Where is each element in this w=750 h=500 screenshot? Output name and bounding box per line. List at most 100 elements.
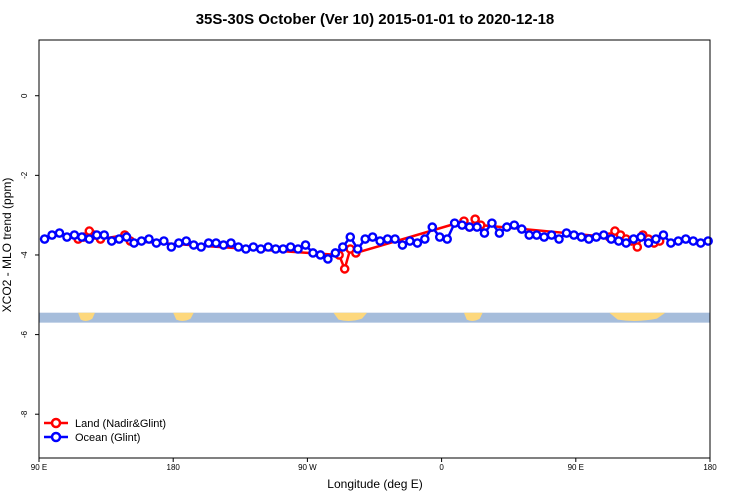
series-1-point-78 [621,238,631,248]
y-tick-label-0: 0 [20,93,29,98]
series-1-point-2 [54,228,65,238]
series-1-point-21 [196,242,206,252]
series-layer [39,214,713,274]
legend: Land (Nadir&Glint) Ocean (Glint) [44,417,166,444]
series-1-point-59 [479,228,490,238]
series-1-point-83 [658,230,669,240]
series-1-point-85 [673,236,684,246]
series-1-point-48 [397,240,408,250]
series-1-point-50 [412,238,423,248]
series-1-point-80 [636,232,646,242]
series-1-point-27 [241,244,251,254]
y-axis: 0 -2 -4 -6 -8 [20,93,39,418]
x-tick-label-0: 90 E [31,463,47,472]
series-1-point-61 [494,228,505,238]
series-0-point-8 [339,264,350,274]
series-1-point-7 [91,230,102,240]
series-1-point-55 [449,218,460,228]
series-1-point-40 [338,242,348,252]
series-1-point-72 [576,232,587,242]
series-1-point-64 [516,224,527,234]
series-1-point-70 [561,228,572,238]
series-1-point-82 [651,234,661,244]
y-tick-label-2: -4 [20,251,29,259]
series-1-point-47 [390,234,400,244]
series-1-point-0 [39,234,50,244]
chart-title: 35S-30S October (Ver 10) 2015-01-01 to 2… [196,11,555,28]
series-1-point-4 [69,230,80,240]
series-1-point-13 [136,236,147,246]
series-1-point-41 [345,232,356,242]
series-1-point-23 [211,238,221,248]
series-1-point-6 [84,234,95,244]
series-1-point-51 [420,234,430,244]
land-band-2 [333,312,368,321]
y-axis-label: XCO2 - MLO trend (ppm) [0,178,14,313]
series-1-point-88 [695,238,706,248]
land-band-4 [609,312,666,321]
series-1-point-43 [360,234,370,244]
series-1-point-22 [203,238,214,248]
series-1-point-33 [285,242,296,252]
series-1-point-49 [405,236,415,246]
series-1-point-12 [129,238,139,248]
series-1-point-84 [666,238,676,248]
series-1-point-5 [77,232,87,242]
x-tick-label-3: 0 [439,463,444,472]
series-1-point-16 [159,236,169,246]
series-1-point-35 [300,240,311,250]
y-tick-label-1: -2 [20,171,29,179]
series-1-point-38 [323,254,333,264]
series-1-point-14 [144,234,154,244]
legend-marker-land [50,417,62,429]
series-1-point-1 [47,230,57,240]
series-1-point-9 [106,236,117,246]
series-1-point-74 [591,232,602,242]
series-1-point-3 [62,232,72,242]
legend-marker-ocean [50,431,62,443]
series-1-point-54 [442,234,452,244]
y-tick-label-3: -6 [20,330,29,338]
land-ocean-strip [39,312,710,323]
series-1-point-87 [688,236,699,246]
series-1-point-28 [248,242,259,252]
x-axis-label: Longitude (deg E) [327,477,422,491]
series-1-point-34 [293,244,303,254]
series-1-point-15 [151,238,162,248]
series-1-point-66 [531,230,542,240]
series-1-point-11 [121,232,132,242]
series-1-point-68 [546,230,557,240]
series-1-point-60 [487,218,497,228]
plot-frame [38,39,711,459]
series-1-point-76 [606,234,617,244]
series-1-point-63 [509,220,520,230]
ocean-band [39,312,710,323]
series-1-point-52 [427,222,438,232]
series-1-point-79 [628,234,639,244]
series-0-point-20 [632,242,643,252]
series-1-point-31 [270,244,281,254]
land-band-3 [463,312,483,321]
series-1-point-73 [584,234,594,244]
series-1-point-58 [472,222,482,232]
series-1-point-18 [173,238,184,248]
series-1-point-81 [643,238,654,248]
series-1-point-89 [703,236,713,246]
series-1-point-69 [554,234,564,244]
series-1-point-65 [524,230,535,240]
series-1-point-44 [367,232,378,242]
series-1-point-62 [502,222,512,232]
series-1-point-19 [181,236,192,246]
x-tick-label-5: 180 [703,463,717,472]
series-1-point-10 [114,234,124,244]
series-1-point-53 [434,232,445,242]
series-1-point-8 [99,230,110,240]
x-tick-label-2: 90 W [298,463,317,472]
series-1-point-37 [315,250,326,260]
legend-label-ocean: Ocean (Glint) [75,432,140,444]
series-1-point-56 [457,220,467,230]
series-1-point-29 [256,244,266,254]
series-1-point-71 [569,230,579,240]
land-band-1 [173,312,194,321]
